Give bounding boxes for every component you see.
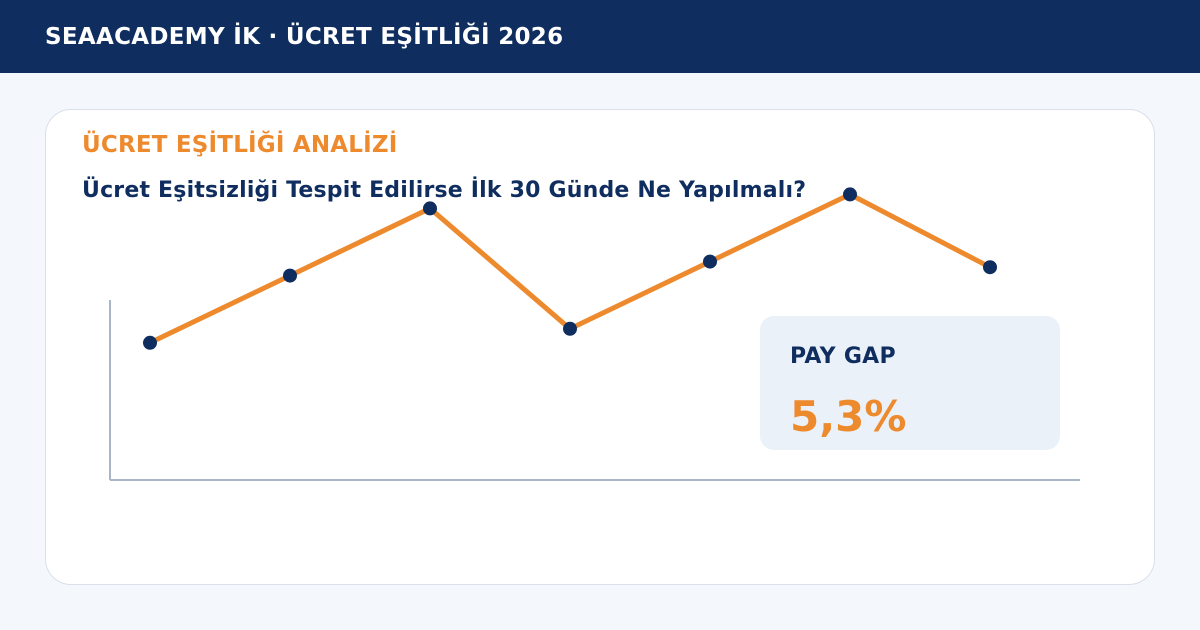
chart-series (143, 187, 997, 350)
data-point (283, 268, 297, 283)
page-title: SEAACADEMY İK · ÜCRET EŞİTLİĞİ 2026 (45, 23, 564, 50)
chart-axes (109, 300, 1080, 481)
data-point (843, 187, 857, 202)
pay-gap-kpi: PAY GAP 5,3% (760, 316, 1060, 450)
section-eyebrow: ÜCRET EŞİTLİĞİ ANALİZİ (82, 132, 398, 158)
section-headline: Ücret Eşitsizliği Tespit Edilirse İlk 30… (82, 178, 807, 203)
kpi-value: 5,3% (790, 392, 907, 441)
data-point (703, 254, 717, 269)
data-point (143, 335, 157, 350)
data-point (983, 260, 997, 275)
kpi-label: PAY GAP (790, 344, 896, 369)
top-bar: SEAACADEMY İK · ÜCRET EŞİTLİĞİ 2026 (0, 0, 1200, 73)
data-point (563, 321, 577, 336)
data-point (423, 201, 437, 216)
